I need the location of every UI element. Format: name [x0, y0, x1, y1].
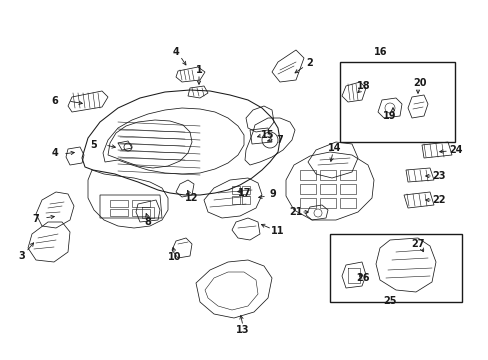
Text: 11: 11: [271, 226, 284, 236]
Text: 27: 27: [410, 239, 424, 249]
Bar: [339, 170, 355, 180]
Text: 4: 4: [52, 148, 58, 158]
Text: 9: 9: [269, 189, 276, 199]
Text: 12: 12: [185, 193, 198, 203]
Bar: [339, 62, 454, 142]
Text: 2: 2: [306, 58, 313, 68]
Text: 24: 24: [448, 145, 462, 155]
Bar: [299, 198, 315, 208]
Text: 5: 5: [90, 140, 97, 150]
Text: 4: 4: [172, 47, 179, 57]
Bar: [132, 200, 150, 207]
Text: 8: 8: [144, 217, 151, 227]
Text: 21: 21: [289, 207, 302, 217]
Bar: [329, 234, 461, 302]
Text: 22: 22: [431, 195, 445, 205]
Bar: [319, 198, 335, 208]
Text: 14: 14: [327, 143, 341, 153]
Text: 13: 13: [236, 325, 249, 335]
Bar: [339, 198, 355, 208]
Text: 25: 25: [383, 296, 396, 306]
Bar: [110, 200, 128, 207]
Bar: [339, 184, 355, 194]
Text: 15: 15: [261, 130, 274, 140]
Text: 7: 7: [33, 214, 40, 224]
Text: 16: 16: [373, 47, 387, 57]
Text: 26: 26: [356, 273, 369, 283]
Bar: [319, 170, 335, 180]
Bar: [242, 186, 249, 194]
Text: 17: 17: [238, 188, 251, 198]
Bar: [132, 209, 150, 216]
Text: 7: 7: [276, 135, 283, 145]
Text: 1: 1: [195, 65, 202, 75]
Bar: [299, 184, 315, 194]
Bar: [231, 196, 240, 204]
Text: 6: 6: [52, 96, 58, 106]
Bar: [299, 170, 315, 180]
Text: 19: 19: [383, 111, 396, 121]
Text: 10: 10: [168, 252, 182, 262]
Bar: [319, 184, 335, 194]
Bar: [231, 186, 240, 194]
Bar: [242, 196, 249, 204]
Text: 18: 18: [356, 81, 370, 91]
Bar: [110, 209, 128, 216]
Text: 23: 23: [431, 171, 445, 181]
Text: 3: 3: [19, 251, 25, 261]
Text: 20: 20: [412, 78, 426, 88]
